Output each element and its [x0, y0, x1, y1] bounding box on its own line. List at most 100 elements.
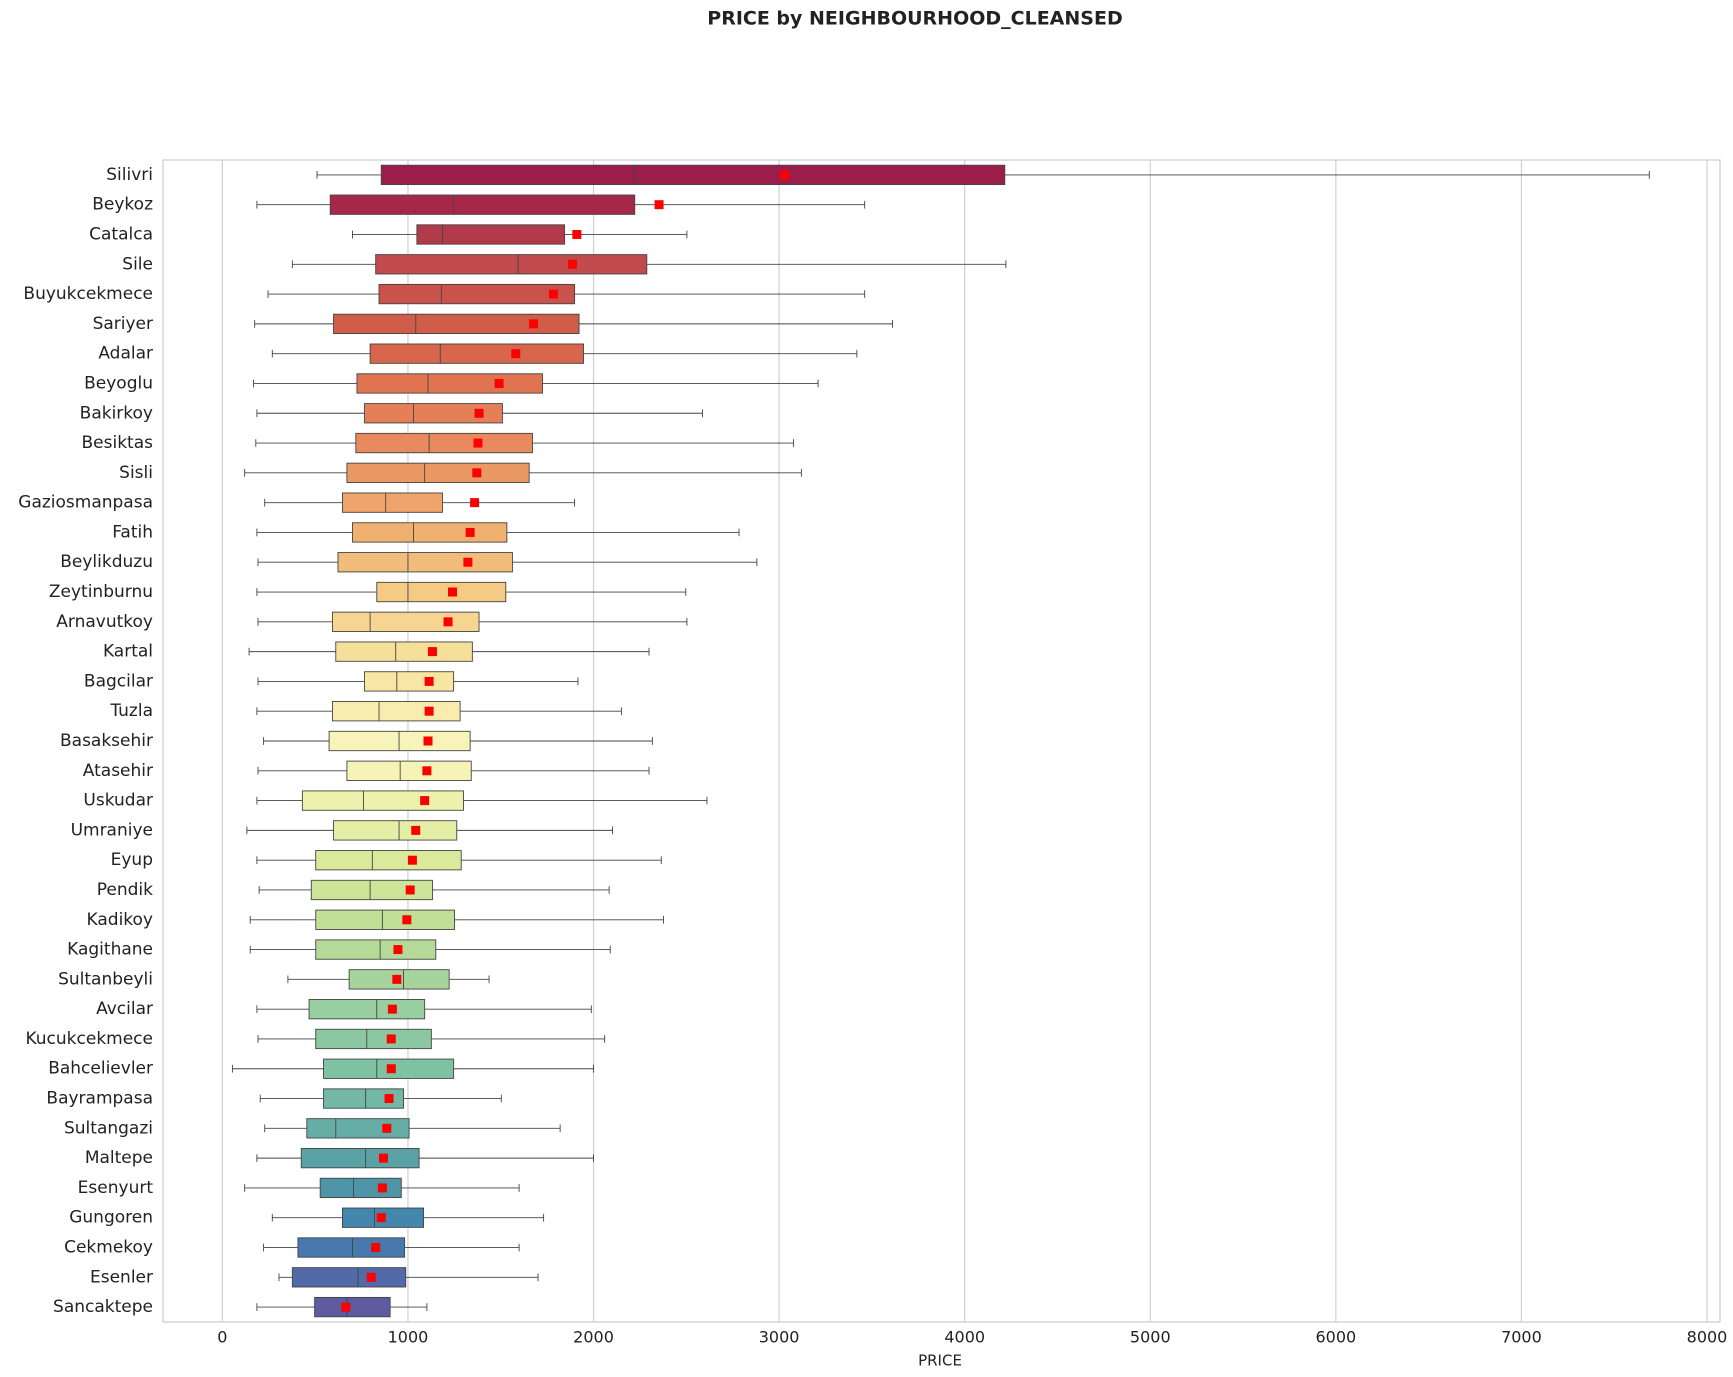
box	[342, 492, 443, 513]
mean-marker	[386, 1034, 396, 1044]
box	[323, 1088, 404, 1109]
x-tick-label: 4000	[944, 1328, 985, 1347]
box	[291, 1267, 407, 1288]
y-tick-label: Kucukcekmece	[25, 1029, 153, 1049]
y-tick-label: Esenyurt	[78, 1178, 154, 1198]
box	[364, 671, 455, 692]
mean-marker	[548, 289, 558, 299]
x-tick-label: 1000	[388, 1328, 429, 1347]
y-tick-label: Eyup	[111, 850, 153, 870]
mean-marker	[377, 1183, 387, 1193]
mean-marker	[494, 378, 504, 388]
box	[375, 254, 648, 275]
mean-marker	[567, 259, 577, 269]
mean-marker	[382, 1123, 392, 1133]
box	[315, 909, 455, 930]
mean-marker	[780, 170, 790, 180]
box	[376, 581, 507, 603]
y-tick-label: Sultangazi	[64, 1118, 153, 1138]
mean-marker	[654, 200, 664, 210]
y-tick-label: Tuzla	[109, 701, 153, 721]
x-tick-label: 8000	[1687, 1328, 1728, 1347]
box	[301, 790, 464, 811]
mean-marker	[511, 349, 521, 359]
mean-marker	[474, 408, 484, 418]
chart-title: PRICE by NEIGHBOURHOOD_CLEANSED	[707, 8, 1122, 30]
mean-marker	[572, 229, 582, 239]
box	[331, 701, 461, 722]
x-axis-label: PRICE	[918, 1352, 962, 1370]
plot-frame	[162, 159, 1721, 1323]
box	[333, 313, 580, 335]
x-tick-label: 5000	[1130, 1328, 1171, 1347]
y-tick-label: Beyoglu	[84, 373, 153, 393]
y-tick-label: Cekmekoy	[64, 1238, 153, 1258]
mean-marker	[392, 974, 402, 984]
mean-marker	[366, 1272, 376, 1282]
y-tick-label: Bakirkoy	[80, 403, 153, 423]
box	[335, 641, 473, 662]
y-tick-label: Sile	[122, 254, 153, 274]
box	[333, 820, 458, 841]
y-tick-label: Buyukcekmece	[23, 284, 153, 304]
y-tick-label: Beylikduzu	[60, 552, 153, 572]
mean-marker	[427, 647, 437, 657]
y-tick-label: Uskudar	[83, 791, 153, 811]
box	[378, 283, 576, 305]
y-tick-label: Sariyer	[93, 314, 153, 334]
x-tick-label: 0	[217, 1328, 227, 1347]
mean-marker	[386, 1064, 396, 1074]
y-tick-label: Esenler	[90, 1267, 153, 1287]
y-tick-label: Arnavutkoy	[56, 612, 153, 632]
mean-marker	[529, 319, 539, 329]
y-tick-label: Sultanbeyli	[58, 969, 153, 989]
box	[319, 1177, 402, 1199]
mean-marker	[473, 438, 483, 448]
box	[416, 224, 566, 245]
mean-marker	[423, 736, 433, 746]
y-tick-label: Maltepe	[85, 1148, 153, 1168]
x-tick-label: 3000	[759, 1328, 800, 1347]
y-tick-label: Silivri	[106, 165, 153, 185]
y-tick-label: Basaksehir	[60, 731, 153, 751]
y-tick-label: Sancaktepe	[53, 1297, 153, 1317]
y-tick-label: Bagcilar	[84, 671, 153, 691]
mean-marker	[376, 1213, 386, 1223]
box	[328, 730, 471, 752]
mean-marker	[420, 796, 430, 806]
y-tick-label: Gungoren	[69, 1208, 153, 1228]
box	[352, 522, 508, 543]
box	[315, 939, 437, 960]
y-tick-label: Atasehir	[83, 761, 153, 781]
box	[314, 1296, 391, 1318]
y-tick-label: Umraniye	[71, 820, 153, 840]
box	[380, 164, 1006, 186]
box	[297, 1237, 406, 1258]
y-tick-label: Beykoz	[92, 195, 153, 215]
y-tick-label: Zeytinburnu	[49, 582, 153, 602]
mean-marker	[424, 706, 434, 716]
mean-marker	[384, 1094, 394, 1104]
box	[315, 1028, 432, 1050]
y-tick-label: Bahcelievler	[48, 1059, 153, 1079]
mean-marker	[387, 1004, 397, 1014]
box	[337, 552, 513, 573]
mean-marker	[405, 885, 415, 895]
box	[306, 1118, 410, 1139]
mean-marker	[407, 855, 417, 865]
box	[355, 432, 533, 454]
mean-marker	[341, 1302, 351, 1312]
x-tick-label: 2000	[573, 1328, 614, 1347]
box	[369, 343, 584, 364]
mean-marker	[422, 766, 432, 776]
box	[310, 879, 433, 901]
box	[346, 760, 472, 781]
mean-marker	[411, 825, 421, 835]
mean-marker	[371, 1243, 381, 1253]
y-tick-label: Adalar	[98, 344, 153, 364]
box	[300, 1147, 420, 1169]
y-tick-label: Besiktas	[82, 433, 154, 453]
mean-marker	[448, 587, 458, 597]
mean-marker	[472, 468, 482, 478]
